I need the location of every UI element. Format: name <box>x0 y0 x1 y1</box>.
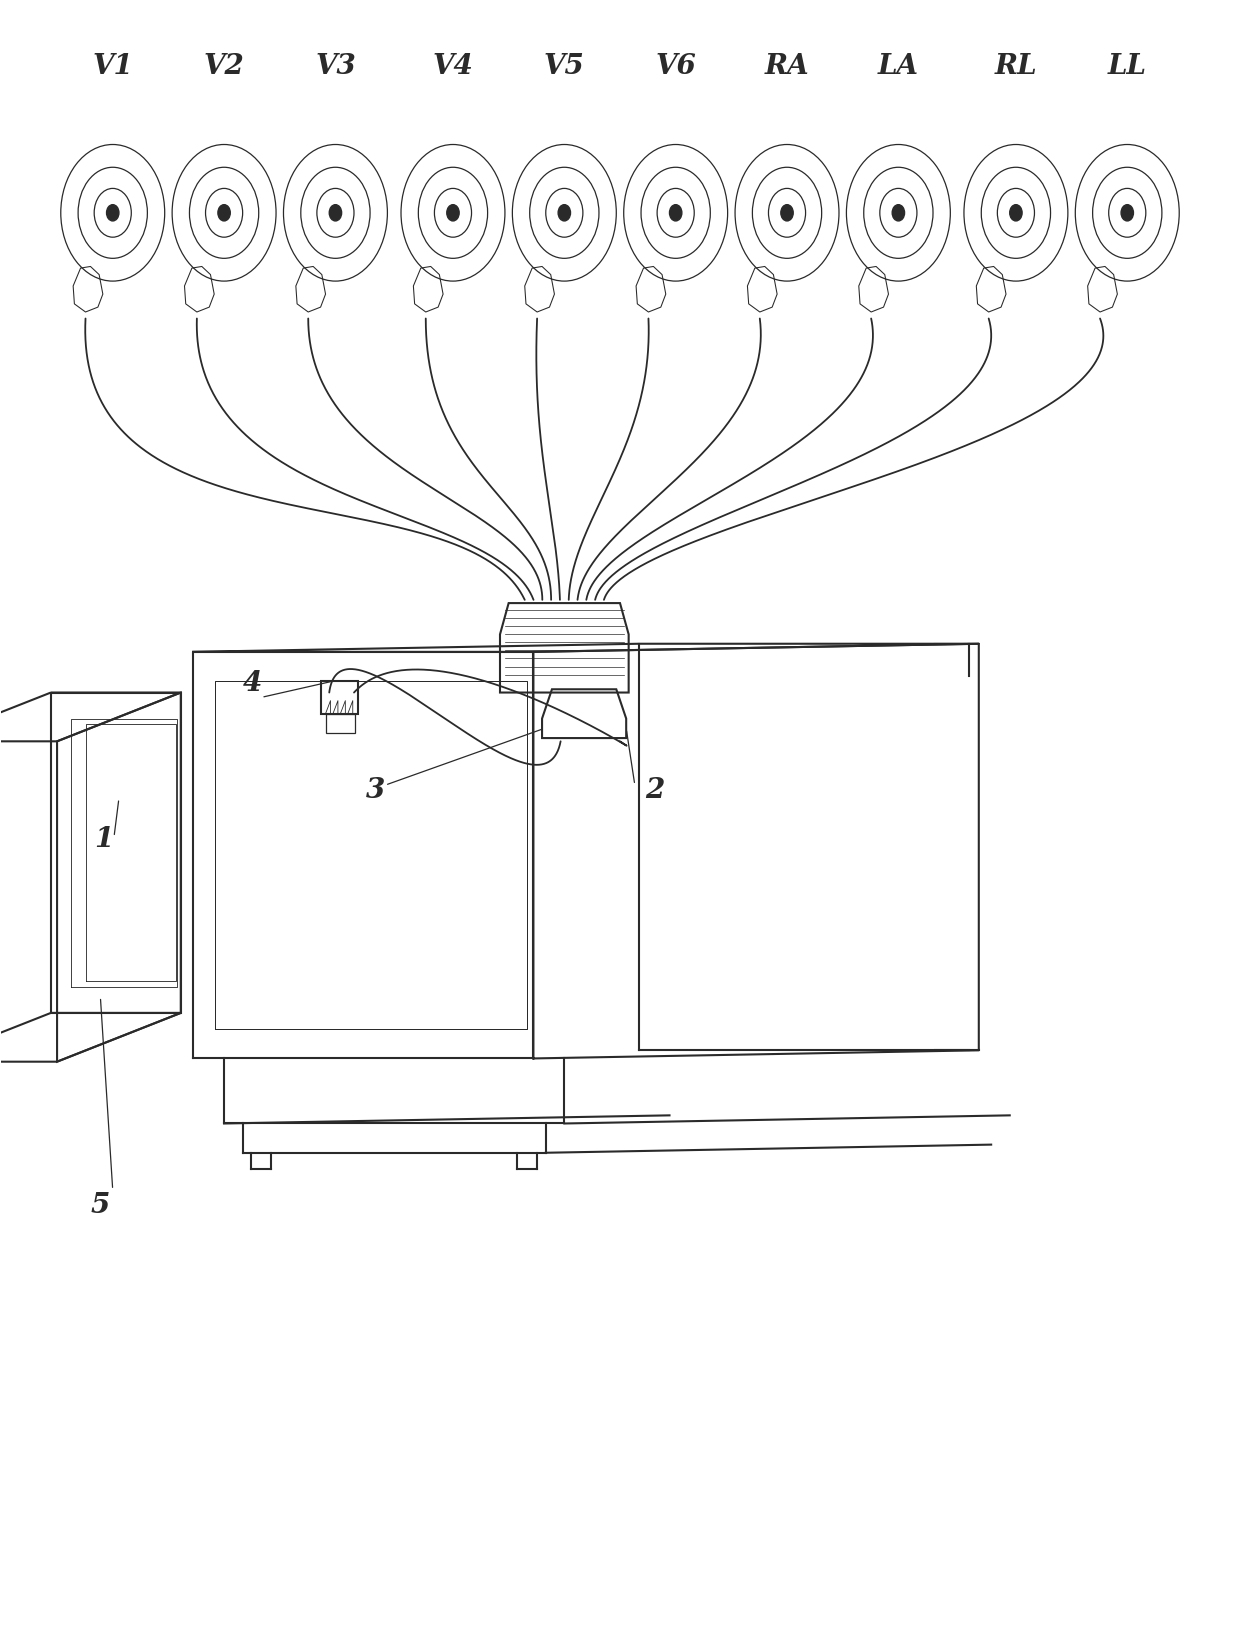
Circle shape <box>893 205 904 222</box>
Circle shape <box>1121 205 1133 222</box>
Circle shape <box>670 205 682 222</box>
Text: 1: 1 <box>94 826 113 854</box>
Text: V2: V2 <box>203 52 244 80</box>
Circle shape <box>781 205 794 222</box>
Text: 4: 4 <box>243 670 262 697</box>
Text: V5: V5 <box>544 52 585 80</box>
Text: V1: V1 <box>92 52 133 80</box>
Text: 3: 3 <box>366 777 386 805</box>
Text: RA: RA <box>765 52 810 80</box>
Text: V6: V6 <box>655 52 696 80</box>
Text: LL: LL <box>1107 52 1147 80</box>
Circle shape <box>558 205 570 222</box>
Text: 2: 2 <box>645 777 663 805</box>
Text: RL: RL <box>994 52 1037 80</box>
Circle shape <box>218 205 231 222</box>
Text: LA: LA <box>878 52 919 80</box>
Text: V3: V3 <box>315 52 356 80</box>
Circle shape <box>1009 205 1022 222</box>
Circle shape <box>446 205 459 222</box>
Circle shape <box>330 205 342 222</box>
Circle shape <box>107 205 119 222</box>
Text: 5: 5 <box>91 1192 109 1218</box>
Text: V4: V4 <box>433 52 474 80</box>
